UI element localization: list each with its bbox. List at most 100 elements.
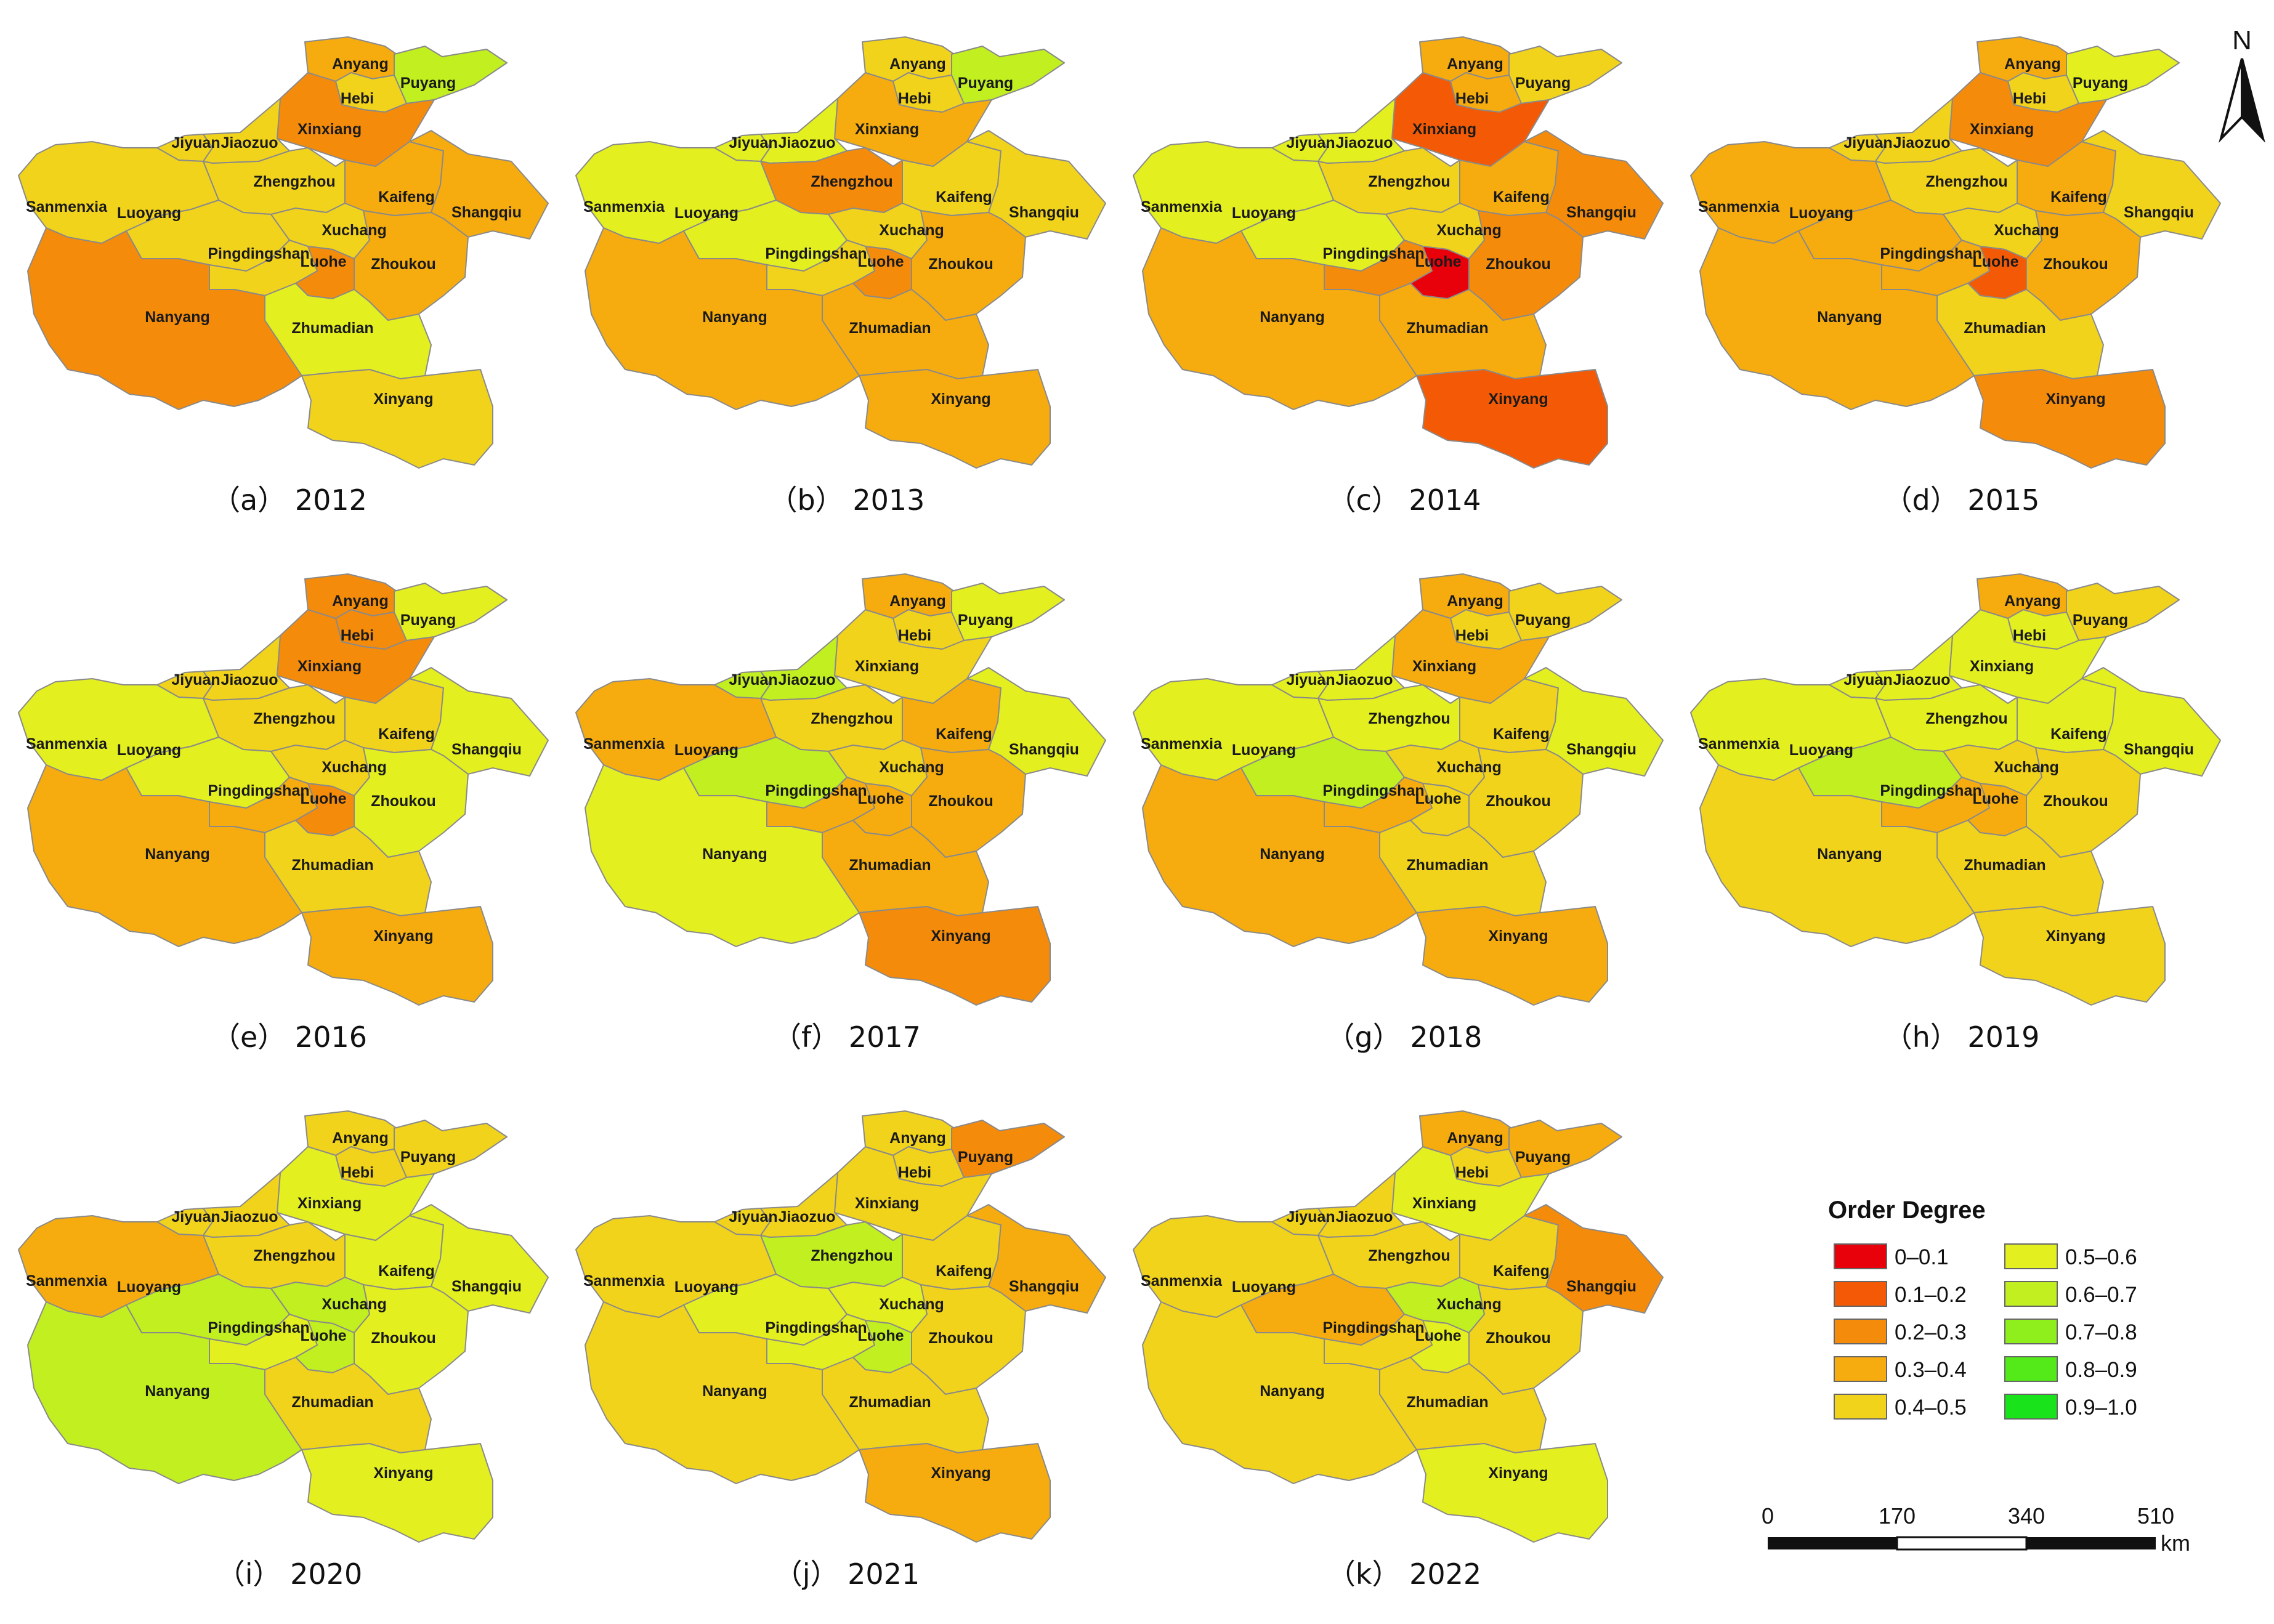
city-label-zhumadian: Zhumadian xyxy=(1406,320,1488,337)
city-label-kaifeng: Kaifeng xyxy=(2050,188,2107,206)
city-label-hebi: Hebi xyxy=(341,1164,374,1181)
city-label-anyang: Anyang xyxy=(889,1129,946,1147)
city-label-xuchang: Xuchang xyxy=(1436,222,1502,239)
city-label-jiyuan: Jiyuan xyxy=(729,1208,777,1226)
city-label-zhumadian: Zhumadian xyxy=(849,857,931,874)
region-zhumadian xyxy=(264,820,432,916)
city-label-kaifeng: Kaifeng xyxy=(378,1262,435,1280)
city-label-zhumadian: Zhumadian xyxy=(291,320,373,337)
city-label-xinxiang: Xinxiang xyxy=(855,121,919,138)
city-label-hebi: Hebi xyxy=(898,90,931,107)
city-label-xinyang: Xinyang xyxy=(373,1464,433,1482)
region-shangqiu xyxy=(966,1204,1106,1314)
city-label-shangqiu: Shangqiu xyxy=(1009,204,1079,221)
city-label-xinyang: Xinyang xyxy=(2045,927,2105,945)
region-xinyang xyxy=(301,906,493,1006)
city-label-pingdingshan: Pingdingshan xyxy=(1322,782,1424,799)
city-label-shangqiu: Shangqiu xyxy=(1009,741,1079,758)
region-xinyang xyxy=(859,1443,1051,1543)
map-panel-4: Anyang Puyang Hebi Xinxiang Jiyuan Jiaozuo Zhe… xyxy=(1690,36,2221,517)
city-label-jiyuan: Jiyuan xyxy=(1286,134,1335,151)
city-label-luoyang: Luoyang xyxy=(1232,741,1296,759)
city-label-zhoukou: Zhoukou xyxy=(371,256,436,273)
map-caption: （f） 2017 xyxy=(773,1020,921,1054)
scale-unit: km xyxy=(2161,1530,2190,1556)
city-label-xinxiang: Xinxiang xyxy=(1412,658,1476,675)
city-label-jiyuan: Jiyuan xyxy=(1843,671,1892,689)
city-label-kaifeng: Kaifeng xyxy=(936,725,992,743)
city-label-xuchang: Xuchang xyxy=(1994,759,2059,776)
map-caption: （k） 2022 xyxy=(1327,1557,1481,1591)
city-label-xinxiang: Xinxiang xyxy=(855,1195,919,1212)
city-label-sanmenxia: Sanmenxia xyxy=(1698,735,1780,753)
region-shangqiu xyxy=(1524,130,1664,240)
region-xinyang xyxy=(1973,369,2166,469)
map-panel-6: Anyang Puyang Hebi Xinxiang Jiyuan Jiaozuo Zhe… xyxy=(575,573,1106,1054)
city-label-xuchang: Xuchang xyxy=(322,1296,387,1313)
map-caption: （h） 2019 xyxy=(1884,1020,2040,1054)
city-label-kaifeng: Kaifeng xyxy=(378,188,435,206)
region-nanyang xyxy=(1142,1301,1417,1484)
region-xinxiang xyxy=(277,72,435,167)
city-label-xinyang: Xinyang xyxy=(1488,927,1548,945)
map-caption: （d） 2015 xyxy=(1884,483,2040,517)
city-label-xinyang: Xinyang xyxy=(373,390,433,408)
city-label-zhengzhou: Zhengzhou xyxy=(253,710,335,727)
region-nanyang xyxy=(1699,764,1975,947)
city-label-puyang: Puyang xyxy=(400,75,456,92)
city-label-anyang: Anyang xyxy=(889,55,946,73)
city-label-luohe: Luohe xyxy=(1973,253,2019,270)
legend-label: 0.7–0.8 xyxy=(2065,1320,2137,1344)
city-label-pingdingshan: Pingdingshan xyxy=(1322,245,1424,262)
map-caption: （c） 2014 xyxy=(1328,483,1481,517)
city-label-anyang: Anyang xyxy=(332,55,389,73)
city-label-sanmenxia: Sanmenxia xyxy=(1141,1272,1223,1290)
city-label-pingdingshan: Pingdingshan xyxy=(1880,782,1981,799)
city-label-anyang: Anyang xyxy=(889,592,946,610)
map-caption: （i） 2020 xyxy=(217,1557,362,1591)
legend-swatch xyxy=(2004,1394,2058,1420)
city-label-zhoukou: Zhoukou xyxy=(371,793,436,810)
city-label-jiaozuo: Jiaozuo xyxy=(778,134,835,151)
city-label-sanmenxia: Sanmenxia xyxy=(583,735,665,753)
map-panel-11: Anyang Puyang Hebi Xinxiang Jiyuan Jiaozuo Zhe… xyxy=(1133,1110,1664,1591)
region-nanyang xyxy=(27,1301,302,1484)
city-label-luoyang: Luoyang xyxy=(1789,741,1853,759)
city-label-luoyang: Luoyang xyxy=(1789,204,1853,222)
city-label-xinyang: Xinyang xyxy=(1488,1464,1548,1482)
city-label-jiyuan: Jiyuan xyxy=(1286,671,1335,689)
city-label-luoyang: Luoyang xyxy=(1232,1279,1296,1296)
city-label-luohe: Luohe xyxy=(1415,253,1462,270)
city-label-jiyuan: Jiyuan xyxy=(171,134,220,151)
city-label-nanyang: Nanyang xyxy=(1260,846,1325,863)
region-xinxiang xyxy=(277,1146,435,1241)
city-label-shangqiu: Shangqiu xyxy=(451,204,522,221)
legend-label: 0.5–0.6 xyxy=(2065,1245,2137,1269)
region-xinyang xyxy=(1973,906,2166,1006)
city-label-sanmenxia: Sanmenxia xyxy=(1698,198,1780,216)
region-xinxiang xyxy=(1949,609,2107,704)
map-panel-1: Anyang Puyang Hebi Xinxiang Jiyuan Jiaozuo Zhe… xyxy=(18,36,549,517)
city-label-zhoukou: Zhoukou xyxy=(928,1330,993,1347)
city-label-xinxiang: Xinxiang xyxy=(297,1195,362,1212)
city-label-luoyang: Luoyang xyxy=(1232,204,1296,222)
legend-label: 0.6–0.7 xyxy=(2065,1283,2137,1307)
city-label-jiyuan: Jiyuan xyxy=(171,1208,220,1226)
city-label-jiyuan: Jiyuan xyxy=(729,671,777,689)
city-label-pingdingshan: Pingdingshan xyxy=(208,245,309,262)
region-zhumadian xyxy=(1936,283,2104,379)
city-label-nanyang: Nanyang xyxy=(702,1383,767,1400)
city-label-xinyang: Xinyang xyxy=(931,927,990,945)
city-label-hebi: Hebi xyxy=(1455,1164,1489,1181)
legend-swatch xyxy=(1834,1394,1887,1420)
map-panel-10: Anyang Puyang Hebi Xinxiang Jiyuan Jiaozuo Zhe… xyxy=(575,1110,1106,1591)
map-caption: （j） 2021 xyxy=(774,1557,920,1591)
region-nanyang xyxy=(1142,227,1417,410)
city-label-anyang: Anyang xyxy=(332,1129,389,1147)
map-panels: Anyang Puyang Hebi Xinxiang Jiyuan Jiaozuo Zhe… xyxy=(18,36,2221,1591)
legend-title: Order Degree xyxy=(1828,1197,1986,1224)
region-xinxiang xyxy=(1391,609,1550,704)
city-label-zhengzhou: Zhengzhou xyxy=(811,173,892,190)
region-xinyang xyxy=(301,1443,493,1543)
region-xinxiang xyxy=(1391,72,1550,167)
